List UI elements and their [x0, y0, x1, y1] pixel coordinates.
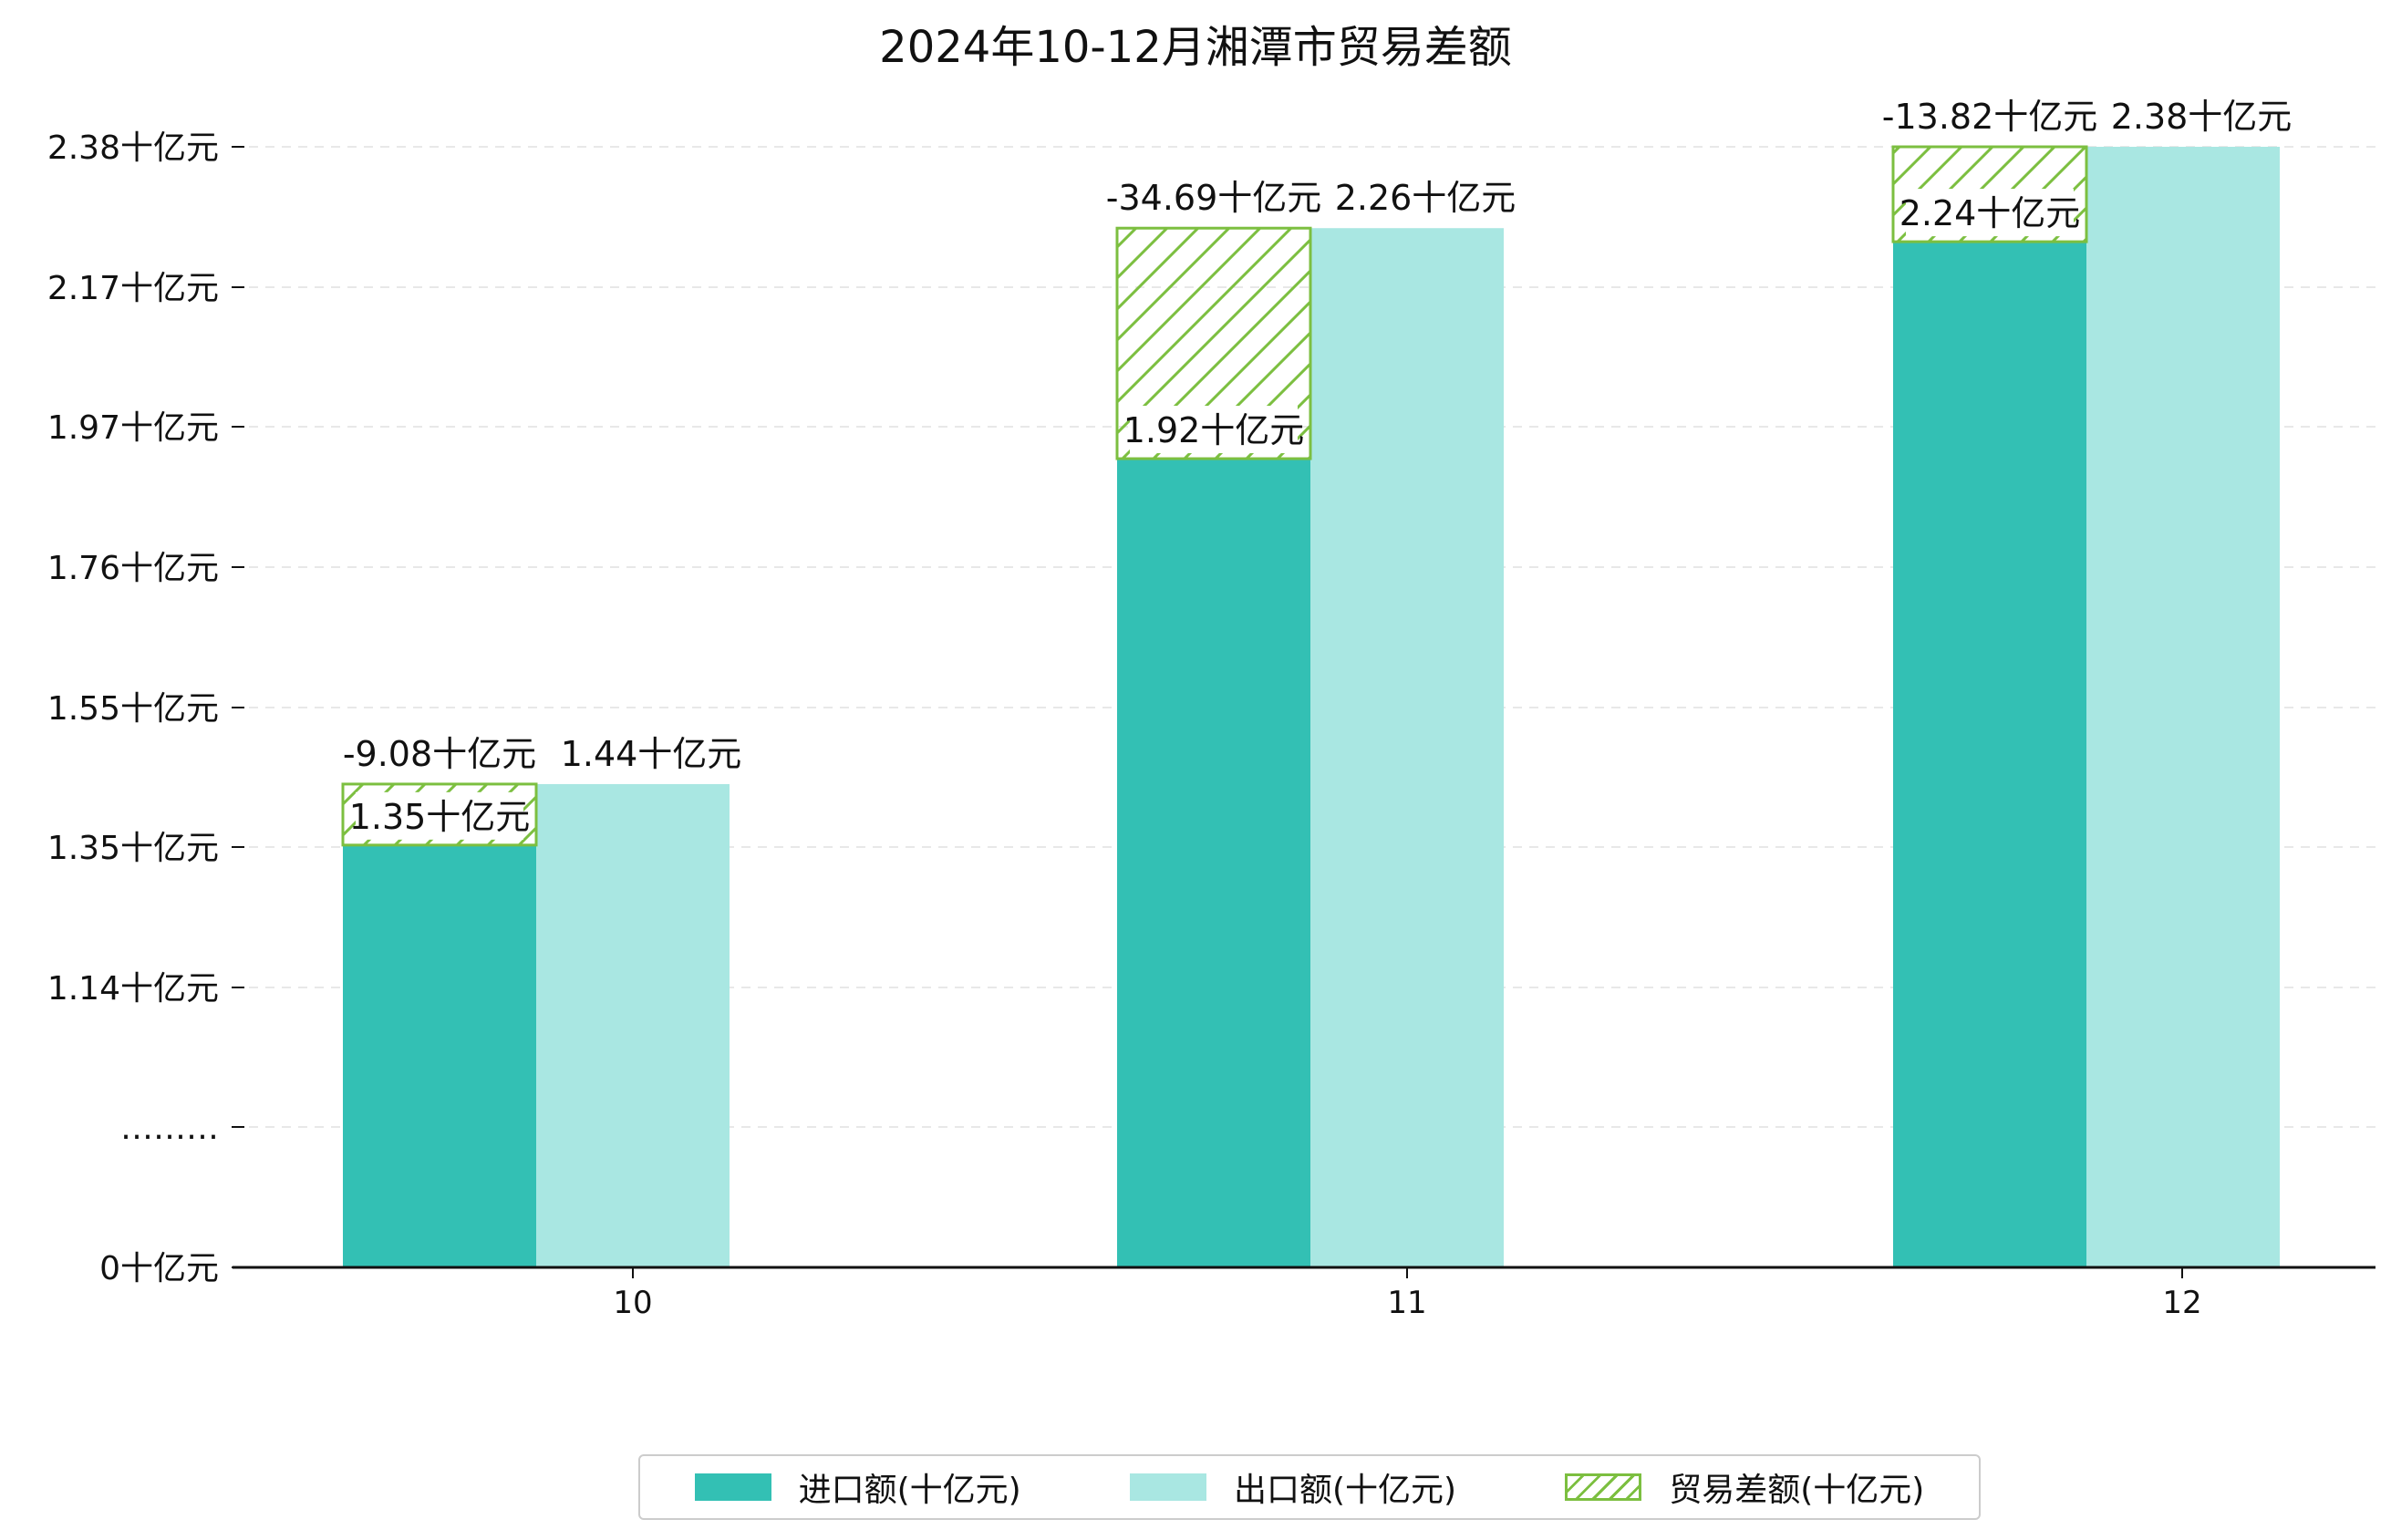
y-tick-label: 1.35十亿元	[47, 830, 219, 867]
legend-import-swatch	[694, 1473, 771, 1501]
chart-title: 2024年10-12月湘潭市贸易差额	[879, 22, 1512, 73]
label-import-box	[1906, 189, 2074, 237]
label-import: 1.92十亿元	[1123, 410, 1305, 450]
label-export-box	[2117, 92, 2285, 140]
legend-export-label: 出口额(十亿元)	[1233, 1472, 1457, 1509]
label-import-box	[356, 791, 523, 840]
legend-export-swatch	[1129, 1473, 1206, 1501]
label-import: 1.35十亿元	[349, 797, 531, 837]
y-tick-label: 1.14十亿元	[47, 970, 219, 1008]
label-balance: -34.69十亿元	[1106, 178, 1322, 218]
label-balance-box	[1110, 173, 1318, 222]
legend-balance: 贸易差额(十亿元)	[1565, 1463, 1924, 1511]
y-axis: 0十亿元 ……… 1.14十亿元 1.35十亿元 1.55十亿元 1.76十亿元 1.97十…	[47, 129, 244, 1287]
bar-import	[343, 844, 536, 1267]
label-import-box	[1130, 406, 1298, 454]
legend: 进口额(十亿元) 出口额(十亿元) 贸易差额(十亿元)	[638, 1454, 1981, 1520]
label-import: 2.24十亿元	[1899, 193, 2081, 233]
legend-balance-swatch	[1565, 1473, 1642, 1501]
y-tick-label: 1.76十亿元	[47, 550, 219, 587]
y-tick-label: 1.55十亿元	[47, 690, 219, 728]
x-axis: 10 11 12	[233, 1266, 2375, 1321]
label-export-box	[567, 729, 735, 777]
legend-balance-label: 贸易差额(十亿元)	[1669, 1472, 1925, 1509]
label-balance-box	[1886, 92, 2094, 140]
y-tick-label: 2.17十亿元	[47, 270, 219, 307]
legend-import: 进口额(十亿元)	[694, 1463, 1021, 1511]
label-export-box	[1341, 173, 1509, 222]
legend-import-label: 进口额(十亿元)	[798, 1472, 1021, 1509]
x-tick-label: 11	[1387, 1285, 1426, 1321]
x-tick-label: 12	[2162, 1285, 2201, 1321]
label-export: 1.44十亿元	[561, 734, 742, 774]
label-balance-box	[346, 729, 533, 777]
bar-export	[1310, 228, 1504, 1267]
data-labels: 1.35十亿元 1.44十亿元 -9.08十亿元 1.92十亿元 2.26十亿元 -34.…	[343, 92, 2292, 840]
bar-export	[2086, 147, 2280, 1267]
label-export: 2.26十亿元	[1335, 178, 1516, 218]
bar-export	[536, 783, 730, 1267]
x-tick-label: 10	[613, 1285, 652, 1321]
bar-import	[1117, 459, 1310, 1268]
y-tick-label: ………	[120, 1110, 219, 1147]
legend-export: 出口额(十亿元)	[1129, 1463, 1457, 1511]
y-tick-label: 0十亿元	[99, 1250, 219, 1287]
y-tick-label: 1.97十亿元	[47, 409, 219, 447]
label-balance: -13.82十亿元	[1882, 97, 2098, 137]
bar-import	[1893, 242, 2086, 1267]
label-export: 2.38十亿元	[2111, 97, 2293, 137]
label-balance: -9.08十亿元	[343, 734, 536, 774]
y-tick-label: 2.38十亿元	[47, 129, 219, 167]
